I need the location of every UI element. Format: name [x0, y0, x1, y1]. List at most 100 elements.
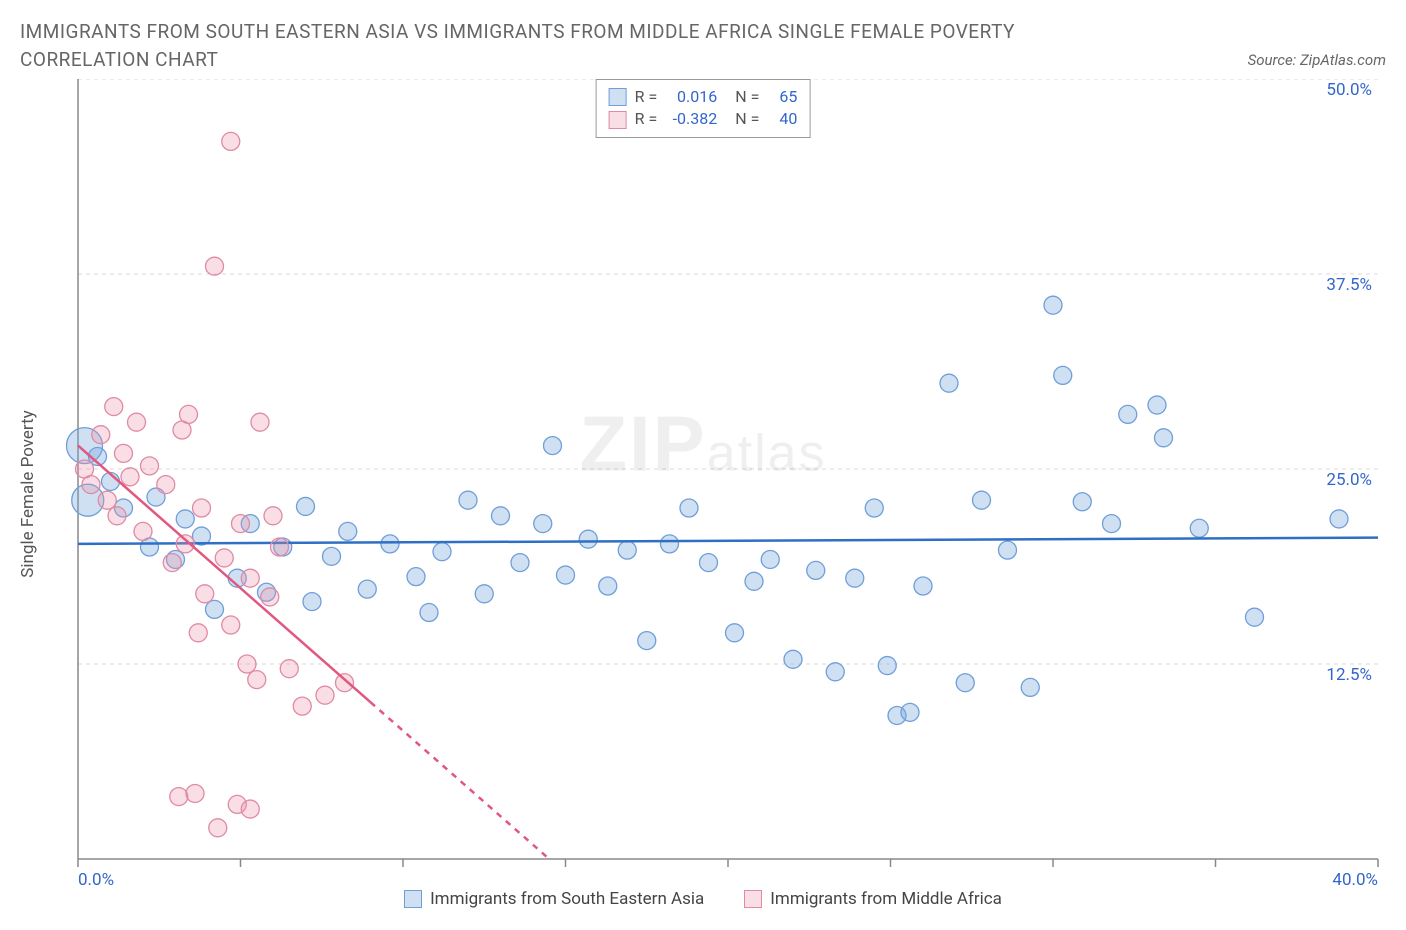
legend-swatch [609, 111, 627, 129]
data-point [433, 543, 451, 561]
data-point [745, 572, 763, 590]
data-point [206, 600, 224, 618]
data-point [1330, 510, 1348, 528]
data-point [163, 554, 181, 572]
data-point [1246, 608, 1264, 626]
y-tick-label: 12.5% [1326, 665, 1372, 685]
data-point [784, 650, 802, 668]
data-point [381, 535, 399, 553]
legend-swatch [404, 890, 422, 908]
x-tick-label: 40.0% [1332, 870, 1378, 887]
stat-r-value: 0.016 [665, 86, 717, 108]
data-point [599, 577, 617, 595]
legend-series-label: Immigrants from Middle Africa [770, 889, 1002, 909]
source-label: Source: ZipAtlas.com [1248, 51, 1386, 69]
data-point [865, 499, 883, 517]
data-point [121, 468, 139, 486]
legend-swatch [744, 890, 762, 908]
data-point [82, 476, 100, 494]
chart-container: IMMIGRANTS FROM SOUTH EASTERN ASIA VS IM… [0, 0, 1406, 930]
data-point [108, 507, 126, 525]
data-point [222, 616, 240, 634]
data-point [105, 398, 123, 416]
data-point [98, 491, 116, 509]
data-point [180, 405, 198, 423]
stat-r-label: R = [635, 86, 658, 108]
stat-n-value: 40 [767, 108, 797, 130]
data-point [280, 660, 298, 678]
data-point [196, 585, 214, 603]
chart-area: Single Female Poverty ZIPatlas 12.5%25.0… [20, 79, 1386, 909]
stat-r-label: R = [635, 108, 658, 130]
stat-n-label: N = [735, 86, 759, 108]
legend-stats-row: R = 0.016 N = 65 [609, 86, 798, 108]
data-point [511, 554, 529, 572]
data-point [1119, 405, 1137, 423]
y-tick-label: 50.0% [1326, 80, 1372, 100]
data-point [420, 604, 438, 622]
data-point [176, 510, 194, 528]
data-point [316, 686, 334, 704]
stat-n-label: N = [735, 108, 759, 130]
data-point [901, 703, 919, 721]
data-point [358, 580, 376, 598]
data-point [579, 530, 597, 548]
legend-series-item: Immigrants from South Eastern Asia [404, 889, 704, 909]
data-point [680, 499, 698, 517]
data-point [209, 819, 227, 837]
data-point [999, 541, 1017, 559]
data-point [134, 522, 152, 540]
legend-series-label: Immigrants from South Eastern Asia [430, 889, 704, 909]
data-point [92, 426, 110, 444]
data-point [336, 674, 354, 692]
data-point [264, 507, 282, 525]
legend-stats-row: R = -0.382 N = 40 [609, 108, 798, 130]
data-point [222, 132, 240, 150]
data-point [293, 697, 311, 715]
data-point [157, 476, 175, 494]
data-point [193, 499, 211, 517]
legend-series: Immigrants from South Eastern Asia Immigr… [20, 889, 1386, 909]
chart-title: IMMIGRANTS FROM SOUTH EASTERN ASIA VS IM… [20, 18, 1070, 73]
data-point [492, 507, 510, 525]
data-point [251, 413, 269, 431]
data-point [407, 568, 425, 586]
y-axis-label: Single Female Poverty [18, 410, 38, 577]
data-point [1021, 678, 1039, 696]
data-point [271, 538, 289, 556]
data-point [1054, 366, 1072, 384]
data-point [826, 663, 844, 681]
data-point [141, 457, 159, 475]
data-point [475, 585, 493, 603]
data-point [238, 655, 256, 673]
y-tick-label: 25.0% [1326, 470, 1372, 490]
data-point [339, 522, 357, 540]
legend-series-item: Immigrants from Middle Africa [744, 889, 1002, 909]
data-point [241, 569, 259, 587]
data-point [128, 413, 146, 431]
data-point [303, 593, 321, 611]
data-point [232, 515, 250, 533]
data-point [215, 549, 233, 567]
data-point [726, 624, 744, 642]
data-point [1044, 296, 1062, 314]
data-point [638, 632, 656, 650]
data-point [846, 569, 864, 587]
data-point [761, 551, 779, 569]
stat-r-value: -0.382 [665, 108, 717, 130]
y-tick-label: 37.5% [1326, 275, 1372, 295]
data-point [661, 535, 679, 553]
stat-n-value: 65 [767, 86, 797, 108]
data-point [534, 515, 552, 533]
data-point [170, 788, 188, 806]
header: IMMIGRANTS FROM SOUTH EASTERN ASIA VS IM… [20, 18, 1386, 73]
data-point [1148, 396, 1166, 414]
data-point [940, 374, 958, 392]
data-point [241, 800, 259, 818]
data-point [1190, 519, 1208, 537]
data-point [973, 491, 991, 509]
data-point [115, 444, 133, 462]
data-point [557, 566, 575, 584]
data-point [956, 674, 974, 692]
data-point [1073, 493, 1091, 511]
